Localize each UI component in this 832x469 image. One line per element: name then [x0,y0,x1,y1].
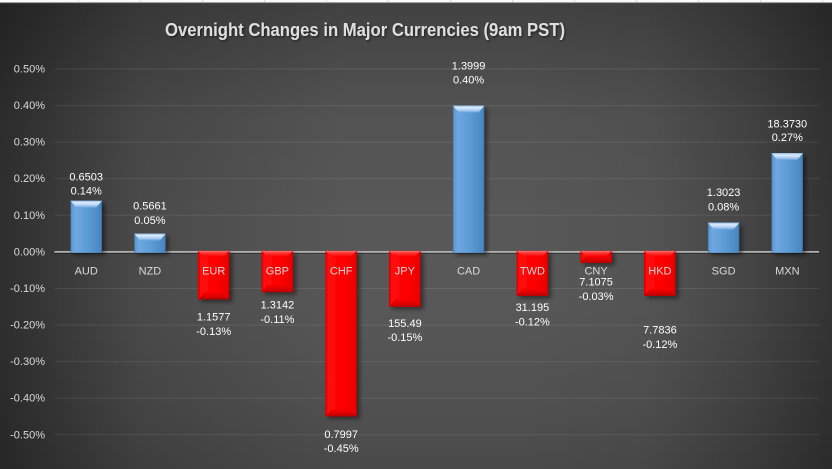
svg-text:0.5661: 0.5661 [133,201,167,213]
svg-text:MXN: MXN [775,265,800,277]
svg-text:JPY: JPY [395,265,416,277]
svg-text:-0.10%: -0.10% [10,283,45,295]
svg-text:GBP: GBP [266,265,289,277]
svg-text:AUD: AUD [75,265,98,277]
svg-text:155.49: 155.49 [388,318,422,330]
svg-text:CNY: CNY [584,265,608,277]
svg-text:CHF: CHF [330,265,353,277]
svg-text:0.05%: 0.05% [134,215,165,227]
svg-text:-0.40%: -0.40% [10,393,45,405]
svg-text:31.195: 31.195 [516,302,550,314]
svg-text:Overnight Changes in Major Cur: Overnight Changes in Major Currencies (9… [165,19,565,40]
svg-text:EUR: EUR [202,265,225,277]
svg-text:0.40%: 0.40% [453,75,484,87]
svg-text:0.10%: 0.10% [14,210,45,222]
svg-text:TWD: TWD [520,265,545,277]
svg-text:NZD: NZD [139,265,162,277]
svg-text:-0.11%: -0.11% [260,314,294,326]
svg-text:0.50%: 0.50% [14,64,45,76]
svg-text:0.7997: 0.7997 [324,429,358,441]
svg-text:-0.30%: -0.30% [10,356,45,368]
svg-text:0.08%: 0.08% [708,201,739,213]
svg-text:-0.45%: -0.45% [324,443,359,455]
svg-text:SGD: SGD [712,265,736,277]
svg-text:1.3023: 1.3023 [707,187,741,199]
svg-text:-0.15%: -0.15% [387,332,422,344]
svg-text:-0.03%: -0.03% [579,291,614,303]
svg-text:-0.50%: -0.50% [10,429,45,441]
svg-text:CAD: CAD [457,265,480,277]
svg-text:-0.20%: -0.20% [10,320,45,332]
svg-text:18.3730: 18.3730 [767,119,807,131]
svg-text:-0.12%: -0.12% [642,339,677,351]
svg-text:7.7836: 7.7836 [643,325,677,337]
svg-text:0.6503: 0.6503 [69,171,103,183]
svg-text:0.00%: 0.00% [14,246,45,258]
svg-text:7.1075: 7.1075 [579,277,613,289]
svg-text:0.40%: 0.40% [14,100,45,112]
svg-text:0.27%: 0.27% [772,132,803,144]
svg-text:0.30%: 0.30% [14,137,45,149]
svg-text:0.14%: 0.14% [71,186,102,198]
svg-text:-0.12%: -0.12% [515,317,550,329]
svg-text:HKD: HKD [648,265,671,277]
svg-text:-0.13%: -0.13% [196,326,231,338]
svg-text:0.20%: 0.20% [14,173,45,185]
svg-text:1.3999: 1.3999 [452,60,486,72]
svg-text:1.1577: 1.1577 [197,312,231,324]
svg-text:1.3142: 1.3142 [261,300,295,312]
